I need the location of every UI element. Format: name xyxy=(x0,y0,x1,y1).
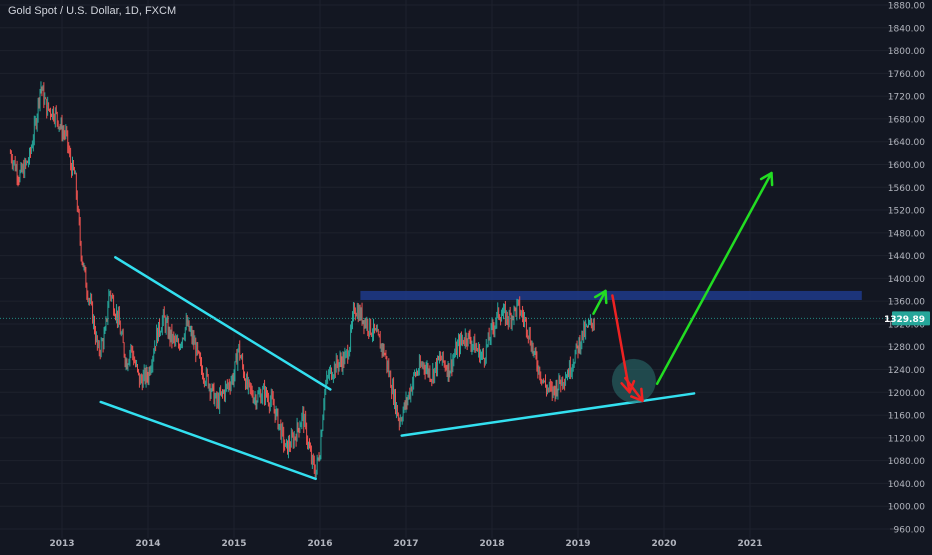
arrow-head xyxy=(620,379,636,394)
price-tick-label: 1480.00 xyxy=(888,229,925,239)
price-tick-label: 1760.00 xyxy=(888,70,925,80)
current-price-tag xyxy=(892,311,930,326)
time-axis[interactable]: 2013 2014 2015 2016 2017 2018 2019 2020 2021 xyxy=(0,538,932,550)
arrow-shaft xyxy=(592,289,607,315)
resistance-zone xyxy=(360,290,862,301)
price-tick-label: 1240.00 xyxy=(888,366,925,376)
arrow-shaft xyxy=(611,294,631,394)
time-tick-label: 2021 xyxy=(737,539,762,549)
price-series xyxy=(9,81,595,479)
price-tick-label: 1520.00 xyxy=(888,207,925,217)
time-tick-label: 2020 xyxy=(651,539,676,549)
arrow-shaft xyxy=(624,376,644,403)
price-tick-label: 1720.00 xyxy=(888,93,925,103)
price-axis[interactable]: 960.00 1000.00 1040.00 1080.00 1120.00 1160.0… xyxy=(884,0,932,550)
arrow-down-head xyxy=(624,376,644,403)
price-axis-background xyxy=(890,0,932,550)
price-tick-label: 1800.00 xyxy=(888,47,925,57)
resistance-zone-layer xyxy=(360,290,862,301)
arrow-head xyxy=(759,171,774,187)
price-tick-label: 1280.00 xyxy=(888,343,925,353)
time-tick-label: 2017 xyxy=(393,539,418,549)
arrow-up-short xyxy=(592,289,608,315)
trendline-lower-falling xyxy=(99,400,317,481)
time-tick-label: 2014 xyxy=(135,539,160,549)
price-tick-label: 1320.00 xyxy=(888,320,925,330)
price-tick-label: 1040.00 xyxy=(888,480,925,490)
price-tick-label: 1640.00 xyxy=(888,138,925,148)
price-tick-label: 1560.00 xyxy=(888,184,925,194)
time-tick-label: 2013 xyxy=(49,539,74,549)
price-tick-label: 1080.00 xyxy=(888,457,925,467)
price-tick-label: 1000.00 xyxy=(888,503,925,513)
time-tick-label: 2016 xyxy=(307,539,332,549)
trendline-rising-support xyxy=(400,392,696,437)
current-price-label: 1329.89 xyxy=(884,315,925,325)
price-tick-label: 1120.00 xyxy=(888,434,925,444)
time-tick-label: 2019 xyxy=(565,539,590,549)
arrow-up-long xyxy=(655,171,774,386)
arrow-head xyxy=(630,387,644,403)
price-tick-label: 1440.00 xyxy=(888,252,925,262)
price-tick-label: 960.00 xyxy=(894,526,926,536)
price-tick-label: 1880.00 xyxy=(888,2,925,12)
symbol-title: Gold Spot / U.S. Dollar, 1D, FXCM xyxy=(8,5,177,17)
price-tick-label: 1360.00 xyxy=(888,298,925,308)
price-tick-label: 1160.00 xyxy=(888,412,925,422)
time-axis-background xyxy=(0,538,932,550)
time-tick-label: 2018 xyxy=(479,539,504,549)
time-tick-label: 2015 xyxy=(221,539,246,549)
arrow-head xyxy=(593,289,608,305)
price-tick-label: 1840.00 xyxy=(888,24,925,34)
price-tick-label: 1200.00 xyxy=(888,389,925,399)
drawing-layer xyxy=(0,171,890,481)
arrow-shaft xyxy=(655,171,773,386)
arrow-down xyxy=(611,294,636,394)
price-tick-label: 1600.00 xyxy=(888,161,925,171)
price-tick-label: 1680.00 xyxy=(888,115,925,125)
price-tick-label: 1400.00 xyxy=(888,275,925,285)
trendline-upper-falling xyxy=(114,256,332,391)
